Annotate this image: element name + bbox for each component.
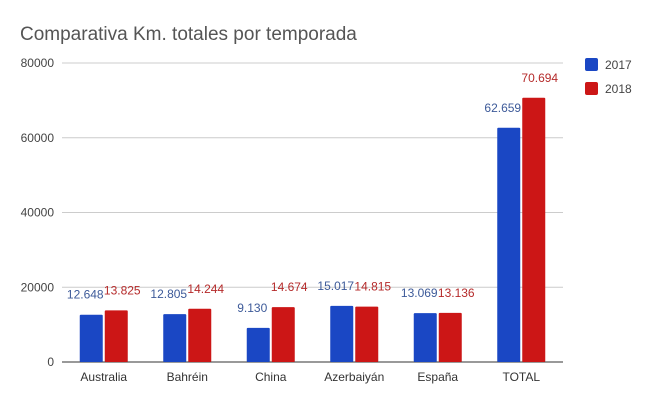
- x-axis: Australia Bahréin China Azerbaiyán España TOT…: [80, 370, 540, 384]
- legend-label: 2017: [605, 58, 632, 72]
- y-tick-label: 60000: [21, 131, 55, 145]
- y-tick-label: 40000: [21, 206, 55, 220]
- x-tick-label: Azerbaiyán: [324, 370, 384, 384]
- bar: [79, 314, 103, 362]
- bar: [497, 127, 521, 363]
- bar: [330, 305, 354, 362]
- legend: 2017 2018: [585, 58, 632, 96]
- y-tick-label: 80000: [21, 56, 55, 70]
- y-axis: 0 20000 40000 60000 80000: [21, 56, 55, 369]
- x-tick-label: Australia: [80, 370, 127, 384]
- y-tick-label: 0: [47, 355, 54, 369]
- legend-label: 2018: [605, 82, 632, 96]
- bar: [522, 97, 546, 362]
- bar: [413, 313, 437, 362]
- bars: [79, 97, 546, 363]
- data-label: 14.244: [187, 282, 224, 296]
- chart-title: Comparativa Km. totales por temporada: [20, 24, 357, 45]
- y-tick-label: 20000: [21, 280, 55, 294]
- bar: [188, 308, 212, 362]
- x-tick-label: España: [417, 370, 458, 384]
- data-label: 13.069: [401, 286, 438, 300]
- gridlines: [62, 62, 563, 363]
- bar: [104, 310, 128, 362]
- data-label: 9.130: [237, 301, 267, 315]
- legend-swatch: [585, 82, 598, 95]
- data-labels: 12.648 13.825 12.805 14.244 9.130 14.674 15.01…: [67, 71, 559, 315]
- legend-swatch: [585, 58, 598, 71]
- data-label: 12.805: [150, 287, 187, 301]
- bar: [355, 306, 379, 362]
- data-label: 62.659: [484, 101, 521, 115]
- bar: [163, 314, 187, 362]
- data-label: 70.694: [521, 71, 558, 85]
- data-label: 15.017: [317, 279, 354, 293]
- data-label: 14.674: [271, 280, 308, 294]
- x-tick-label: China: [255, 370, 287, 384]
- x-tick-label: Bahréin: [167, 370, 208, 384]
- data-label: 12.648: [67, 288, 104, 302]
- data-label: 14.815: [354, 280, 391, 294]
- bar: [438, 312, 462, 362]
- data-label: 13.136: [438, 286, 475, 300]
- x-tick-label: TOTAL: [502, 370, 540, 384]
- data-label: 13.825: [104, 283, 141, 297]
- bar: [246, 327, 270, 362]
- bar: [271, 307, 295, 362]
